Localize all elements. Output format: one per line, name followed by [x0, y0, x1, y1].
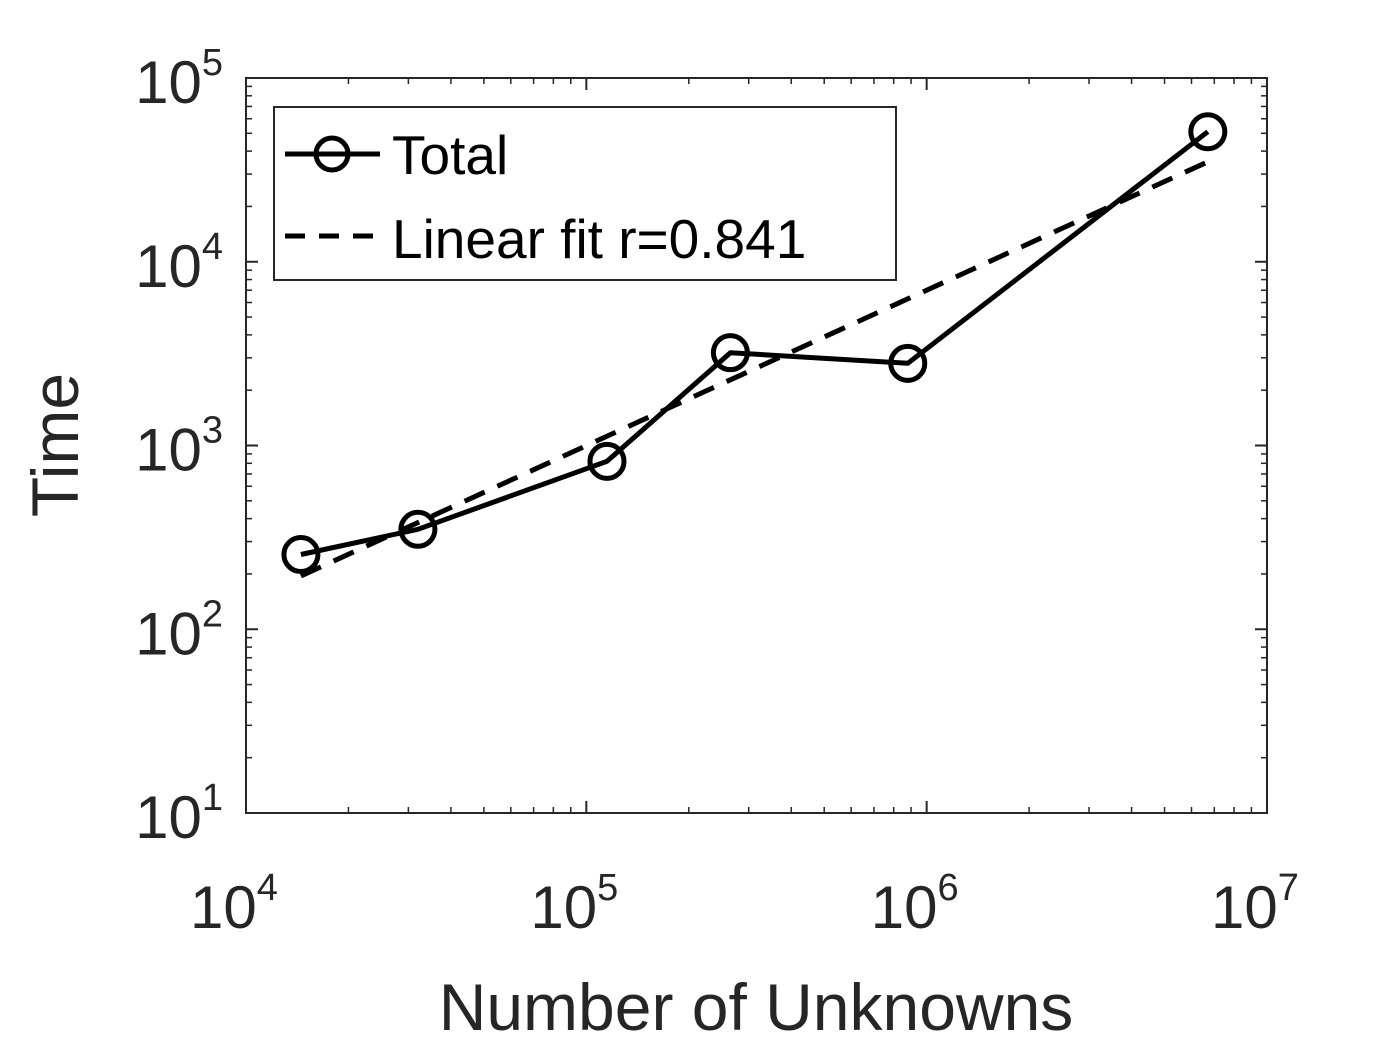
x-tick-label: 105 — [530, 867, 618, 941]
series-total-point — [398, 509, 438, 549]
x-tick-exponent: 5 — [597, 867, 618, 909]
x-axis-label: Number of Unknowns — [439, 970, 1074, 1044]
legend: Total Linear fit r=0.841 — [273, 106, 897, 281]
series-linear-fit-line — [299, 159, 1209, 579]
series-total-point — [888, 343, 928, 383]
y-tick-exponent: 4 — [202, 226, 223, 268]
y-tick-labels: 101 102 103 104 105 — [135, 42, 223, 851]
series-total-point — [710, 333, 750, 373]
legend-box — [273, 106, 897, 281]
x-tick-labels: 104 105 106 107 — [190, 867, 1299, 941]
x-tick-label: 106 — [871, 867, 959, 941]
major-ticks — [245, 77, 1268, 814]
y-tick-exponent: 3 — [202, 410, 223, 452]
legend-label-total: Total — [392, 124, 508, 186]
y-tick-exponent: 2 — [202, 593, 223, 635]
series-total-point — [587, 441, 627, 481]
series-total-point — [281, 535, 321, 575]
series-total-line — [300, 129, 1210, 557]
minor-ticks — [246, 78, 1267, 813]
x-tick-exponent: 7 — [1278, 867, 1299, 909]
series-total-point — [1188, 112, 1228, 152]
x-tick-exponent: 4 — [257, 867, 278, 909]
legend-swatch-total-marker — [313, 135, 351, 173]
y-tick-label: 103 — [135, 410, 223, 484]
series-layer — [281, 112, 1228, 579]
y-tick-label: 101 — [135, 777, 223, 851]
y-tick-exponent: 1 — [202, 777, 223, 819]
y-tick-label: 105 — [135, 42, 223, 116]
x-tick-label: 104 — [190, 867, 278, 941]
y-tick-label: 104 — [135, 226, 223, 300]
y-tick-label: 102 — [135, 593, 223, 667]
legend-label-linear-fit: Linear fit r=0.841 — [392, 208, 806, 270]
y-tick-exponent: 5 — [202, 42, 223, 84]
y-axis-label: Time — [18, 373, 92, 517]
x-tick-exponent: 6 — [937, 867, 958, 909]
x-tick-label: 107 — [1211, 867, 1299, 941]
